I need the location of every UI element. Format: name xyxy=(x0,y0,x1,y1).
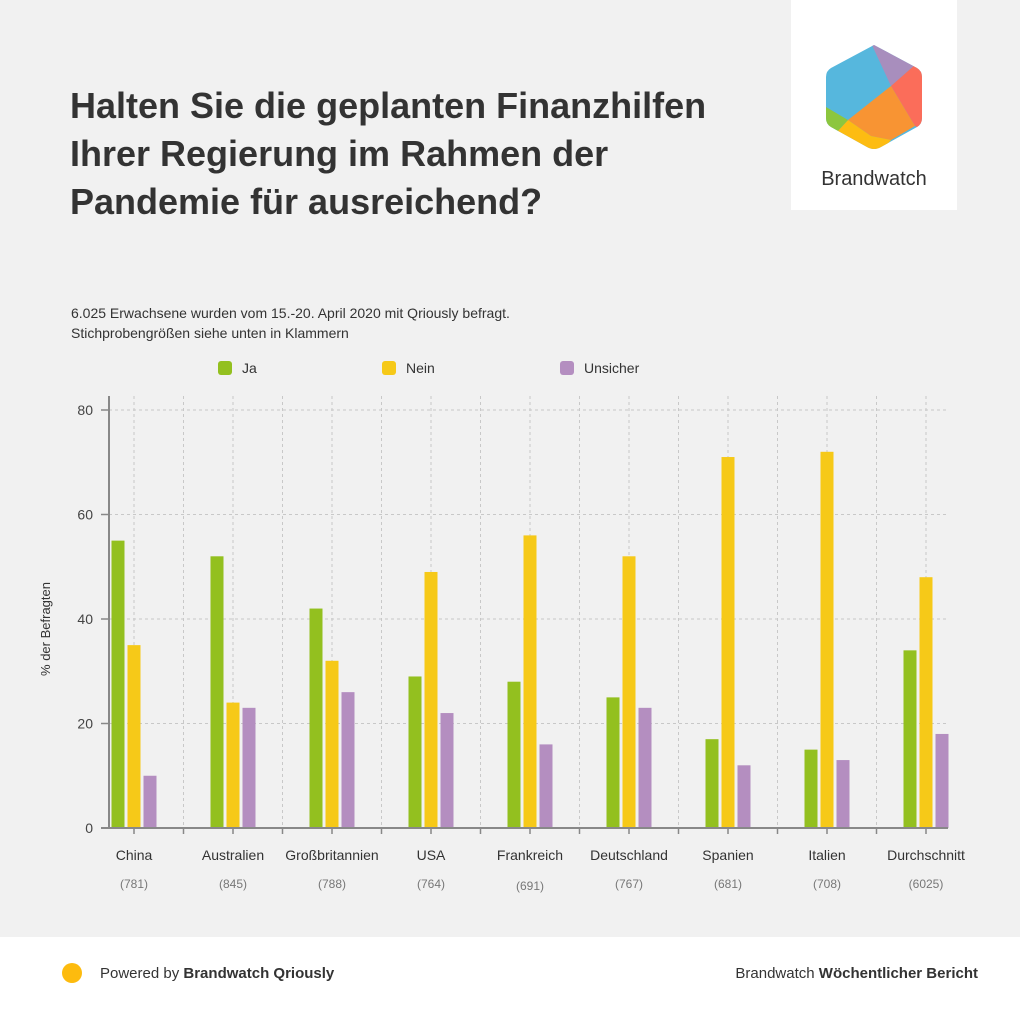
legend-label-unsicher: Unsicher xyxy=(584,360,640,376)
y-tick-label: 40 xyxy=(77,611,93,627)
bar-nein-china xyxy=(127,645,141,828)
x-tick-label: Australien xyxy=(202,847,264,863)
x-tick-label: China xyxy=(116,847,153,863)
bar-ja-usa xyxy=(408,676,422,828)
chart-bars xyxy=(111,451,949,828)
x-tick-label: Italien xyxy=(808,847,845,863)
bar-unsicher-usa xyxy=(440,713,454,828)
sample-size-label: (708) xyxy=(813,877,841,891)
sample-size-label: (681) xyxy=(714,877,742,891)
sample-size-label: (6025) xyxy=(909,877,944,891)
bar-ja-spanien xyxy=(705,739,719,828)
bar-unsicher-großbritannien xyxy=(341,692,355,828)
bar-nein-australien xyxy=(226,702,240,828)
bar-ja-durchschnitt xyxy=(903,650,917,828)
bar-nein-frankreich xyxy=(523,535,537,828)
bar-nein-großbritannien xyxy=(325,660,339,828)
x-tick-label: Großbritannien xyxy=(285,847,378,863)
bar-nein-deutschland xyxy=(622,556,636,828)
x-tick-label: Spanien xyxy=(702,847,753,863)
legend-swatch-unsicher xyxy=(560,361,574,375)
bar-chart: 0 20 40 60 80 China (781) Australien (845) Großbr… xyxy=(38,396,965,893)
legend-swatch-nein xyxy=(382,361,396,375)
y-axis-label: % der Befragten xyxy=(38,582,53,676)
legend-item-ja: Ja xyxy=(218,360,257,376)
report-title: Wöchentlicher Bericht xyxy=(818,965,978,982)
bar-unsicher-durchschnitt xyxy=(935,733,949,828)
bar-ja-china xyxy=(111,540,125,828)
bar-ja-großbritannien xyxy=(309,608,323,828)
powered-by-brand: Brandwatch Qriously xyxy=(183,964,335,982)
bar-ja-australien xyxy=(210,556,224,828)
x-tick-label: Frankreich xyxy=(497,847,563,863)
sample-size-label: (691) xyxy=(516,879,544,893)
bar-nein-italien xyxy=(820,451,834,828)
report-prefix: Brandwatch xyxy=(735,965,819,982)
sample-size-label: (781) xyxy=(120,877,148,891)
sample-size-label: (764) xyxy=(417,877,445,891)
bar-nein-spanien xyxy=(721,457,735,828)
powered-by: Powered by Brandwatch Qriously xyxy=(62,963,334,983)
bar-unsicher-china xyxy=(143,775,157,828)
legend-swatch-ja xyxy=(218,361,232,375)
bar-ja-deutschland xyxy=(606,697,620,828)
sample-size-label: (845) xyxy=(219,877,247,891)
chart-subtitle: 6.025 Erwachsene wurden vom 15.-20. Apri… xyxy=(71,303,510,343)
chart-labels: 0 20 40 60 80 China (781) Australien (845) Großbr… xyxy=(38,402,965,893)
brandwatch-hexagon-logo-icon xyxy=(826,45,922,149)
qriously-dot-icon xyxy=(62,963,82,983)
y-tick-label: 0 xyxy=(85,820,93,836)
chart-legend: Ja Nein Unsicher xyxy=(0,360,1020,380)
y-tick-label: 20 xyxy=(77,716,93,732)
legend-item-nein: Nein xyxy=(382,360,435,376)
subtitle-line-1: 6.025 Erwachsene wurden vom 15.-20. Apri… xyxy=(71,305,510,321)
y-tick-label: 60 xyxy=(77,507,93,523)
x-tick-label: Durchschnitt xyxy=(887,847,965,863)
legend-item-unsicher: Unsicher xyxy=(560,360,639,376)
bar-unsicher-italien xyxy=(836,760,850,828)
sample-size-label: (767) xyxy=(615,877,643,891)
bar-nein-usa xyxy=(424,571,438,828)
footer: Powered by Brandwatch Qriously Brandwatc… xyxy=(0,937,1020,1013)
legend-label-ja: Ja xyxy=(242,360,257,376)
bar-ja-italien xyxy=(804,749,818,828)
bar-nein-durchschnitt xyxy=(919,577,933,828)
x-tick-label: USA xyxy=(417,847,446,863)
bar-ja-frankreich xyxy=(507,681,521,828)
bar-unsicher-spanien xyxy=(737,765,751,828)
bar-unsicher-deutschland xyxy=(638,707,652,828)
x-tick-label: Deutschland xyxy=(590,847,668,863)
y-tick-label: 80 xyxy=(77,402,93,418)
chart-title: Halten Sie die geplanten Finanzhilfen Ih… xyxy=(70,85,707,222)
bar-unsicher-frankreich xyxy=(539,744,553,828)
legend-label-nein: Nein xyxy=(406,360,435,376)
report-name: Brandwatch Wöchentlicher Bericht xyxy=(735,965,978,982)
bar-unsicher-australien xyxy=(242,707,256,828)
brandwatch-logo-card: Brandwatch xyxy=(791,0,957,210)
subtitle-line-2: Stichprobengrößen siehe unten in Klammer… xyxy=(71,325,349,341)
chart-axes xyxy=(101,396,948,834)
powered-by-prefix: Powered by xyxy=(100,964,184,982)
sample-size-label: (788) xyxy=(318,877,346,891)
brandwatch-logo-text: Brandwatch xyxy=(821,168,927,190)
